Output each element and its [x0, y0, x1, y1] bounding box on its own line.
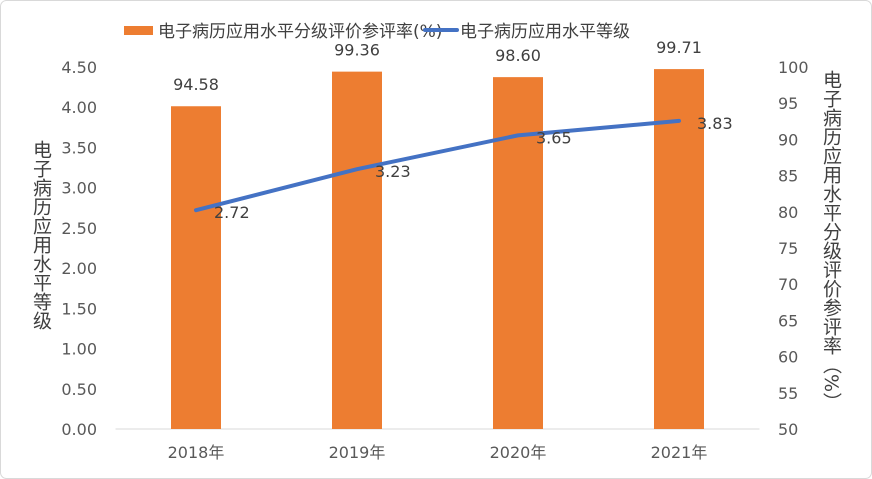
right-tick-label: 60	[778, 348, 798, 367]
right-tick-label: 80	[778, 203, 798, 222]
left-tick-label: 4.00	[61, 98, 97, 117]
legend-bar-label: 电子病历应用水平分级评价参评率(%)	[158, 22, 442, 42]
x-tick-label: 2019年	[329, 443, 386, 462]
x-tick-label: 2021年	[651, 443, 708, 462]
right-tick-label: 50	[778, 420, 798, 439]
line-data-label: 3.65	[536, 128, 572, 147]
left-axis-title: 电子病历应用水平等级	[30, 140, 52, 330]
left-tick-label: 0.50	[61, 380, 97, 399]
left-tick-label: 3.50	[61, 138, 97, 157]
left-tick-label: 1.50	[61, 299, 97, 318]
right-tick-label: 85	[778, 167, 798, 186]
right-tick-label: 75	[778, 239, 798, 258]
bar-data-label: 98.60	[495, 46, 541, 65]
left-tick-label: 4.50	[61, 58, 97, 77]
left-tick-label: 3.00	[61, 179, 97, 198]
bar	[654, 69, 704, 429]
legend-line-label: 电子病历应用水平等级	[460, 22, 630, 42]
legend-bar-swatch	[124, 26, 153, 35]
right-tick-label: 55	[778, 384, 798, 403]
bar-data-label: 94.58	[173, 75, 219, 94]
bar	[171, 106, 221, 430]
line-series	[194, 118, 681, 213]
left-tick-label: 2.50	[61, 219, 97, 238]
bar-data-label: 99.36	[334, 41, 380, 60]
left-tick-label: 2.00	[61, 259, 97, 278]
line-data-label: 3.23	[375, 162, 411, 181]
bar-data-label: 99.71	[656, 38, 702, 57]
line-data-label: 2.72	[214, 203, 250, 222]
line-data-label: 3.83	[697, 114, 733, 133]
right-tick-label: 100	[778, 58, 809, 77]
x-tick-label: 2020年	[490, 443, 547, 462]
right-tick-label: 65	[778, 311, 798, 330]
right-tick-label: 95	[778, 94, 798, 113]
right-tick-label: 70	[778, 275, 798, 294]
left-tick-label: 0.00	[61, 420, 97, 439]
right-tick-label: 90	[778, 130, 798, 149]
right-axis-title: 电子病历应用水平分级评价参评率（%）	[820, 70, 842, 412]
bar	[332, 71, 382, 429]
left-tick-label: 1.00	[61, 340, 97, 359]
x-tick-label: 2018年	[168, 443, 225, 462]
